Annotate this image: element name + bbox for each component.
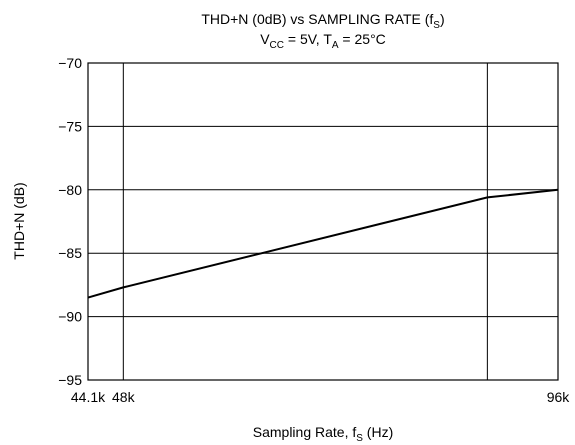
y-axis-label: THD+N (dB): [11, 182, 27, 259]
x-axis-label: Sampling Rate, fS (Hz): [253, 424, 394, 444]
chart-title: THD+N (0dB) vs SAMPLING RATE (fS): [201, 11, 444, 31]
series-line: [87, 188, 559, 299]
x-tick-label: 44.1k: [71, 389, 106, 405]
y-tick-label: −95: [58, 372, 82, 388]
x-tick-label: 48k: [112, 389, 136, 405]
x-tick-label: 96k: [547, 389, 571, 405]
x-axis-ticks: 44.1k 48k 96k: [71, 389, 570, 405]
y-tick-label: −85: [58, 245, 82, 261]
plot-frame: [87, 62, 559, 381]
series-group: [87, 188, 559, 299]
grid: [88, 62, 558, 381]
y-axis-ticks: −70 −75 −80 −85 −90 −95: [58, 55, 82, 388]
y-tick-label: −90: [58, 309, 82, 325]
y-tick-label: −70: [58, 55, 82, 71]
y-tick-label: −80: [58, 182, 82, 198]
chart-subtitle: VCC = 5V, TA = 25°C: [260, 31, 386, 51]
y-tick-label: −75: [58, 118, 82, 134]
